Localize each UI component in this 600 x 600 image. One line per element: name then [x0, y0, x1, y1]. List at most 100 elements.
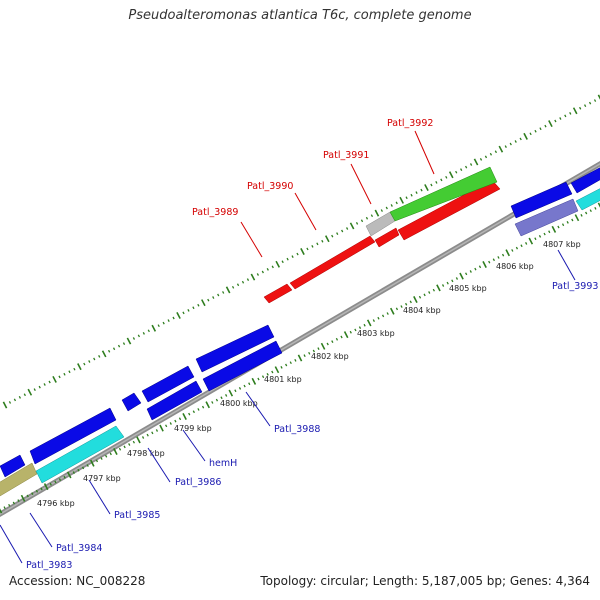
tick-mark — [27, 388, 33, 396]
tick-mark — [132, 440, 135, 444]
tick-mark — [105, 454, 108, 458]
gene-arrow-patl-3984[interactable] — [0, 407, 117, 478]
tick-mark — [225, 286, 231, 294]
gene-arrow-patl-3993[interactable] — [510, 165, 600, 237]
tick-mark — [238, 387, 242, 390]
tick-mark — [316, 242, 319, 246]
tick-mark — [341, 229, 344, 233]
gene-label-patl-3993[interactable]: Patl_3993 — [552, 281, 598, 292]
tick-mark — [169, 422, 172, 425]
tick-mark — [349, 222, 355, 230]
tick-mark — [205, 401, 210, 409]
gene-label-patl-3985[interactable]: Patl_3985 — [114, 510, 160, 521]
tick-mark — [390, 204, 393, 207]
tick-mark — [365, 216, 369, 220]
gene-arrow-patl-3986[interactable] — [121, 365, 195, 412]
tick-mark — [33, 388, 36, 392]
gene-arrow-patl-3992[interactable] — [389, 166, 498, 222]
tick-mark — [548, 120, 553, 128]
tick-mark — [548, 230, 551, 234]
tick-mark — [501, 253, 505, 257]
tick-mark — [261, 375, 265, 379]
tick-mark — [528, 237, 534, 245]
tick-mark — [174, 419, 177, 423]
gene-label-patl-3992[interactable]: Patl_3992 — [387, 118, 433, 129]
tick-mark — [415, 191, 418, 195]
tick-mark — [137, 334, 141, 338]
tick-mark — [432, 288, 435, 292]
tick-mark — [162, 321, 165, 325]
tick-mark — [331, 234, 334, 238]
tick-mark — [428, 291, 431, 294]
tick-mark — [58, 375, 61, 379]
kbp-label: 4801 kbp — [264, 375, 302, 384]
tick-mark — [303, 354, 306, 358]
gene-label-patl-3983[interactable]: Patl_3983 — [26, 560, 72, 571]
tick-mark — [418, 295, 422, 299]
accession-text: Accession: NC_008228 — [9, 574, 146, 588]
tick-mark — [478, 265, 482, 269]
tick-mark — [445, 175, 448, 179]
tick-mark — [132, 337, 136, 340]
gene-arrow-patl-3989[interactable] — [263, 235, 376, 304]
tick-mark — [534, 237, 537, 241]
tick-mark — [90, 459, 95, 467]
gene-arrow-patl-3985[interactable] — [35, 425, 125, 484]
gene-label-patl-3984[interactable]: Patl_3984 — [56, 543, 102, 554]
tick-mark — [385, 206, 388, 210]
tick-mark — [366, 319, 372, 327]
gene-label-patl-3986[interactable]: Patl_3986 — [175, 477, 221, 488]
tick-mark — [441, 284, 445, 287]
tick-mark — [243, 384, 246, 388]
tick-mark — [275, 260, 281, 268]
tick-mark — [335, 337, 339, 341]
tick-mark — [569, 111, 572, 115]
tick-mark — [109, 452, 112, 456]
gene-arrow-patl-3988[interactable] — [195, 324, 283, 392]
gene-label-patl-3990[interactable]: Patl_3990 — [247, 181, 293, 192]
tick-mark — [460, 168, 463, 171]
tick-mark — [0, 508, 3, 514]
tick-mark — [354, 328, 357, 332]
tick-mark — [63, 475, 66, 479]
tick-mark — [225, 394, 228, 397]
tick-mark — [312, 349, 315, 353]
tick-mark — [321, 239, 324, 243]
tick-mark — [285, 363, 288, 367]
forward-gene-labels: Patl_3989 Patl_3990 Patl_3991 Patl_3992 — [192, 118, 435, 258]
gene-label-hemh[interactable]: hemH — [209, 458, 237, 469]
kbp-scale: 4796 kbp 4797 kbp 4798 kbp 4799 kbp 4800… — [37, 240, 581, 508]
tick-mark — [482, 260, 487, 268]
tick-mark — [409, 300, 412, 304]
tick-mark — [523, 132, 528, 140]
gene-arrow-patl-3990[interactable] — [374, 227, 400, 248]
gene-arrow-patl-3983[interactable] — [0, 462, 38, 497]
tick-mark — [420, 188, 423, 192]
tick-mark — [572, 107, 578, 115]
tick-mark — [197, 408, 200, 411]
tick-mark — [515, 246, 519, 250]
tick-mark — [212, 296, 215, 299]
gene-label-patl-3989[interactable]: Patl_3989 — [192, 207, 238, 218]
tick-mark — [66, 471, 72, 479]
kbp-label: 4806 kbp — [496, 262, 534, 271]
gene-arrow-patl-3991[interactable] — [365, 179, 501, 241]
tick-mark — [3, 506, 6, 510]
gene-label-patl-3988[interactable]: Patl_3988 — [274, 424, 320, 435]
tick-mark — [95, 459, 99, 463]
tick-mark — [308, 351, 311, 355]
tick-mark — [469, 163, 473, 166]
tick-mark — [31, 492, 34, 495]
tick-mark — [251, 377, 257, 385]
tick-mark — [448, 171, 454, 179]
tick-mark — [340, 335, 343, 339]
tick-mark — [151, 431, 154, 435]
tick-mark — [289, 361, 292, 365]
tick-mark — [529, 132, 532, 136]
tick-mark — [271, 370, 274, 374]
tick-mark — [271, 265, 274, 269]
tick-mark — [2, 401, 8, 409]
gene-arrow-hemh[interactable] — [146, 380, 203, 421]
tick-mark — [13, 398, 17, 402]
gene-label-patl-3991[interactable]: Patl_3991 — [323, 150, 369, 161]
